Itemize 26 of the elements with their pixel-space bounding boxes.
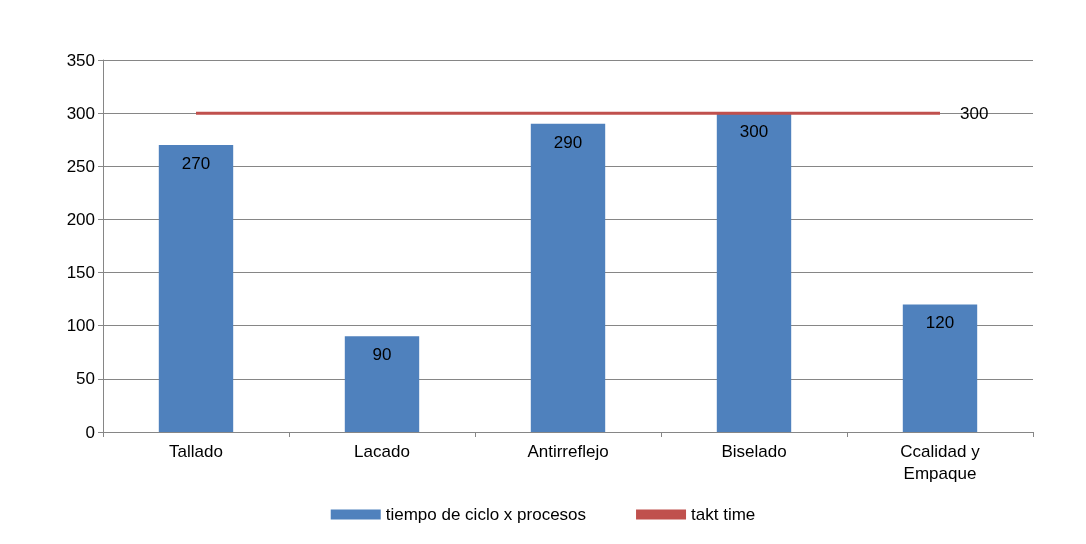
y-tick-label: 250 (66, 156, 95, 176)
bar (158, 145, 234, 432)
x-tick-label: Lacado (354, 441, 410, 461)
data-label: 300 (739, 122, 769, 142)
x-tick-label: Ccalidad y Empaque (900, 441, 981, 483)
y-tick-label: 300 (66, 103, 95, 123)
bar (716, 113, 792, 432)
data-label: 90 (372, 345, 392, 365)
y-tick-label: 200 (66, 209, 95, 229)
y-tick-label: 150 (66, 263, 95, 283)
bar (902, 304, 978, 432)
legend-label: tiempo de ciclo x procesos (385, 505, 587, 524)
y-tick-label: 50 (76, 369, 95, 389)
data-label: 120 (925, 313, 955, 333)
bar (530, 123, 606, 432)
x-tick-label: Tallado (169, 441, 223, 461)
legend-label: takt time (691, 505, 756, 524)
bar (344, 336, 420, 432)
data-label: 290 (553, 132, 583, 152)
y-tick-label: 0 (85, 422, 95, 442)
data-label: 270 (181, 154, 211, 174)
x-tick-label: Biselado (721, 441, 787, 461)
y-tick-label: 100 (66, 316, 95, 336)
y-tick-label: 350 (66, 50, 95, 70)
data-label: 300 (960, 103, 989, 123)
x-tick-label: Antirreflejo (527, 441, 609, 461)
